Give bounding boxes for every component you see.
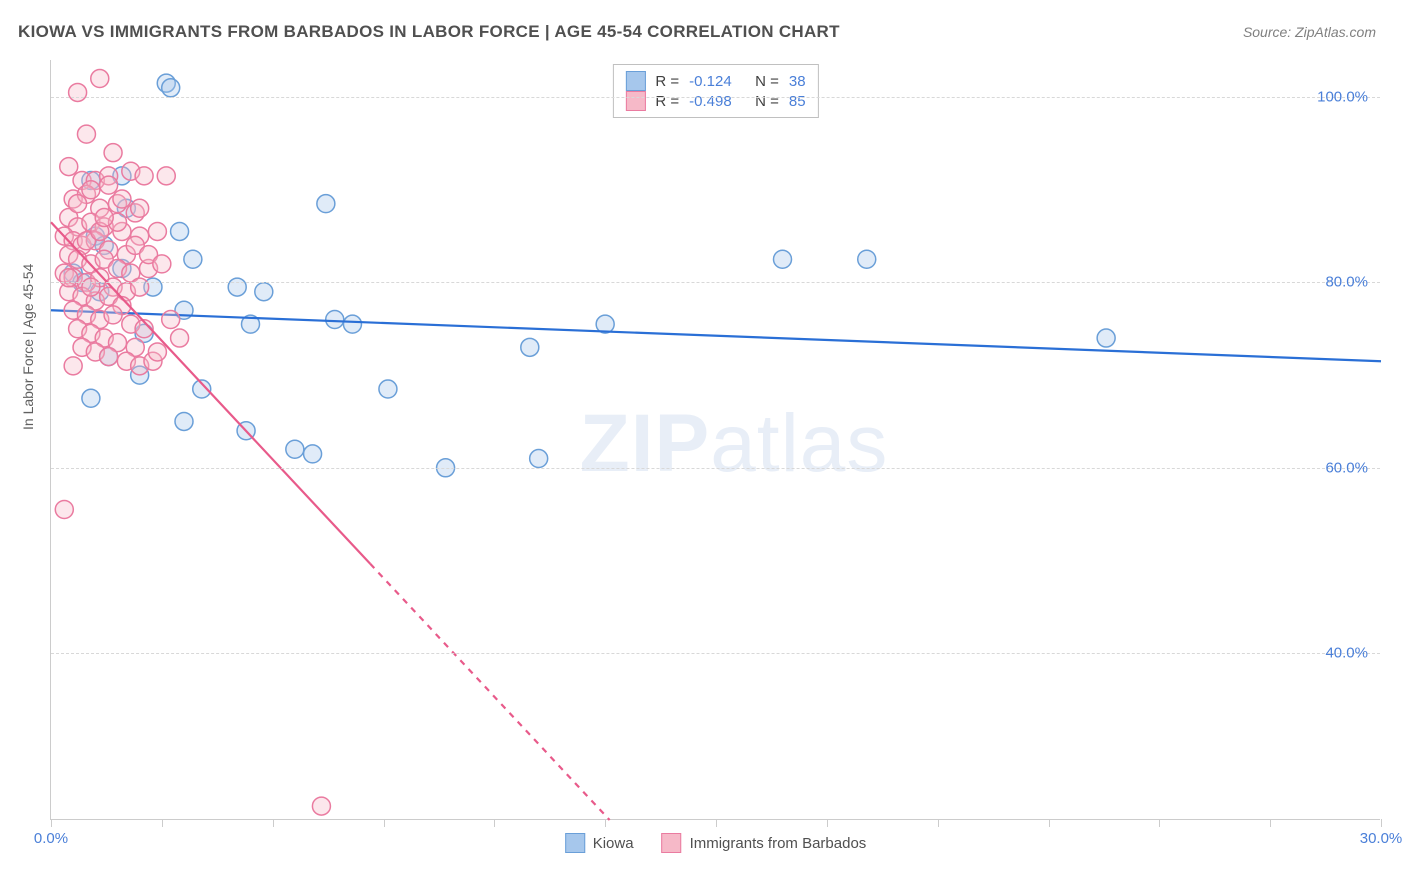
x-tick xyxy=(827,819,828,827)
data-point xyxy=(60,269,78,287)
data-point xyxy=(82,181,100,199)
source-label: Source: ZipAtlas.com xyxy=(1243,24,1376,40)
legend-swatch xyxy=(625,71,645,91)
data-point xyxy=(64,357,82,375)
legend-r-label: R = xyxy=(655,93,679,110)
data-point xyxy=(286,440,304,458)
legend-bottom-item: Kiowa xyxy=(565,833,634,853)
x-tick xyxy=(494,819,495,827)
legend-n-value: 85 xyxy=(789,93,806,110)
data-point xyxy=(95,209,113,227)
legend-series-label: Kiowa xyxy=(593,835,634,852)
y-axis-label: In Labor Force | Age 45-54 xyxy=(20,264,36,430)
data-point xyxy=(148,222,166,240)
legend-row: R = -0.124 N = 38 xyxy=(625,71,805,91)
x-tick xyxy=(51,819,52,827)
data-point xyxy=(77,125,95,143)
gridline xyxy=(51,653,1380,654)
data-point xyxy=(69,83,87,101)
x-tick xyxy=(162,819,163,827)
gridline xyxy=(51,282,1380,283)
data-point xyxy=(326,311,344,329)
y-tick-label: 80.0% xyxy=(1325,274,1368,291)
data-point xyxy=(162,311,180,329)
data-point xyxy=(104,144,122,162)
plot-svg xyxy=(51,60,1380,819)
data-point xyxy=(82,278,100,296)
y-tick-label: 40.0% xyxy=(1325,645,1368,662)
legend-r-value: -0.124 xyxy=(689,73,745,90)
x-tick xyxy=(1270,819,1271,827)
data-point xyxy=(104,306,122,324)
gridline xyxy=(51,468,1380,469)
x-tick xyxy=(384,819,385,827)
legend-top: R = -0.124 N = 38 R = -0.498 N = 85 xyxy=(612,64,818,118)
data-point xyxy=(343,315,361,333)
title-row: KIOWA VS IMMIGRANTS FROM BARBADOS IN LAB… xyxy=(18,22,1376,42)
legend-swatch xyxy=(662,833,682,853)
data-point xyxy=(1097,329,1115,347)
legend-n-value: 38 xyxy=(789,73,806,90)
legend-row: R = -0.498 N = 85 xyxy=(625,91,805,111)
data-point xyxy=(184,250,202,268)
trend-line xyxy=(51,310,1381,361)
chart-title: KIOWA VS IMMIGRANTS FROM BARBADOS IN LAB… xyxy=(18,22,840,42)
x-tick xyxy=(716,819,717,827)
data-point xyxy=(100,176,118,194)
x-tick-label: 0.0% xyxy=(34,830,68,847)
data-point xyxy=(162,79,180,97)
plot-area: ZIPatlas R =-0.124N =38R =-0.498N =85 Ki… xyxy=(50,60,1380,820)
data-point xyxy=(228,278,246,296)
y-tick-label: 60.0% xyxy=(1325,459,1368,476)
data-point xyxy=(858,250,876,268)
data-point xyxy=(148,343,166,361)
x-tick xyxy=(1049,819,1050,827)
data-point xyxy=(255,283,273,301)
x-tick xyxy=(938,819,939,827)
data-point xyxy=(153,255,171,273)
data-point xyxy=(60,158,78,176)
data-point xyxy=(131,278,149,296)
legend-n-label: N = xyxy=(755,73,779,90)
data-point xyxy=(157,167,175,185)
data-point xyxy=(317,195,335,213)
gridline xyxy=(51,97,1380,98)
data-point xyxy=(131,199,149,217)
x-tick xyxy=(1381,819,1382,827)
data-point xyxy=(91,70,109,88)
data-point xyxy=(171,329,189,347)
legend-r-label: R = xyxy=(655,73,679,90)
chart-container: KIOWA VS IMMIGRANTS FROM BARBADOS IN LAB… xyxy=(0,0,1406,892)
legend-swatch xyxy=(625,91,645,111)
x-tick xyxy=(605,819,606,827)
legend-swatch xyxy=(565,833,585,853)
legend-bottom-item: Immigrants from Barbados xyxy=(662,833,867,853)
x-tick xyxy=(1159,819,1160,827)
data-point xyxy=(100,348,118,366)
data-point xyxy=(521,338,539,356)
y-tick-label: 100.0% xyxy=(1317,89,1368,106)
legend-series-label: Immigrants from Barbados xyxy=(690,835,867,852)
data-point xyxy=(113,190,131,208)
trend-line-dashed xyxy=(370,564,609,820)
data-point xyxy=(312,797,330,815)
legend-n-label: N = xyxy=(755,93,779,110)
data-point xyxy=(135,167,153,185)
x-tick xyxy=(273,819,274,827)
data-point xyxy=(82,389,100,407)
data-point xyxy=(530,450,548,468)
data-point xyxy=(304,445,322,463)
data-point xyxy=(379,380,397,398)
data-point xyxy=(171,222,189,240)
data-point xyxy=(175,412,193,430)
legend-bottom: Kiowa Immigrants from Barbados xyxy=(565,833,867,853)
data-point xyxy=(774,250,792,268)
legend-r-value: -0.498 xyxy=(689,93,745,110)
data-point xyxy=(69,195,87,213)
x-tick-label: 30.0% xyxy=(1360,830,1403,847)
data-point xyxy=(55,501,73,519)
